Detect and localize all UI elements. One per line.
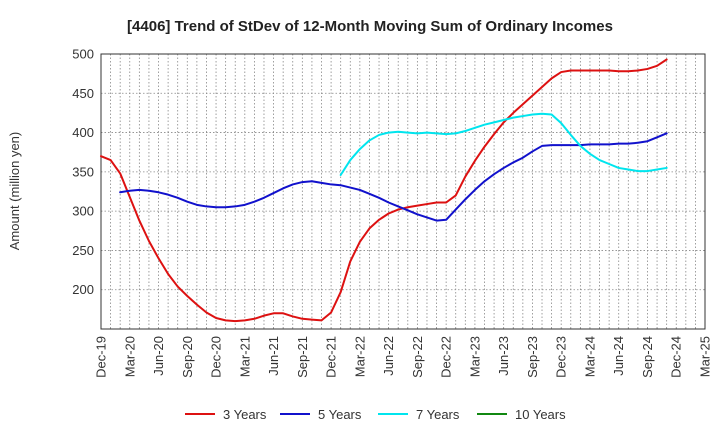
legend-label: 3 Years — [223, 407, 267, 422]
x-tick-label: Dec-19 — [94, 336, 109, 378]
x-tick-label: Jun-24 — [611, 336, 626, 376]
series-layer — [100, 58, 668, 323]
x-tick-label: Sep-20 — [180, 336, 195, 378]
x-tick-label: Jun-20 — [151, 336, 166, 376]
y-tick-layer: 200 250 300 350 400 450 500 — [72, 47, 94, 298]
x-tick-label: Sep-21 — [295, 336, 310, 378]
x-tick-label: Dec-21 — [324, 336, 339, 378]
legend: 3 Years 5 Years 7 Years 10 Years — [185, 407, 566, 422]
y-tick-label: 300 — [72, 204, 94, 219]
x-tick-label: Jun-22 — [381, 336, 396, 376]
x-tick-layer: Dec-19 Mar-20 Jun-20 Sep-20 Dec-20 Mar-21 Jun-… — [94, 336, 713, 378]
x-tick-label: Sep-24 — [640, 336, 655, 378]
y-tick-label: 350 — [72, 164, 94, 179]
series-line-7-years — [339, 112, 668, 176]
y-tick-label: 250 — [72, 243, 94, 258]
x-tick-label: Dec-23 — [554, 336, 569, 378]
y-tick-label: 400 — [72, 125, 94, 140]
x-tick-label: Sep-22 — [410, 336, 425, 378]
x-tick-label: Mar-24 — [582, 336, 597, 377]
x-tick-label: Dec-24 — [669, 336, 684, 378]
x-tick-label: Jun-21 — [266, 336, 281, 376]
x-tick-label: Dec-22 — [439, 336, 454, 378]
x-tick-label: Mar-20 — [122, 336, 137, 377]
x-tick-label: Mar-23 — [467, 336, 482, 377]
x-tick-label: Mar-22 — [352, 336, 367, 377]
chart-title: [4406] Trend of StDev of 12-Month Moving… — [127, 18, 613, 35]
x-tick-label: Dec-20 — [209, 336, 224, 378]
x-tick-label: Mar-25 — [698, 336, 713, 377]
legend-label: 7 Years — [416, 407, 460, 422]
series-line-5-years — [119, 132, 668, 222]
x-tick-label: Mar-21 — [237, 336, 252, 377]
y-axis-label: Amount (million yen) — [7, 132, 22, 251]
plot-frame — [100, 53, 706, 330]
grid-layer — [101, 53, 705, 329]
x-tick-label: Sep-23 — [525, 336, 540, 378]
legend-label: 5 Years — [318, 407, 362, 422]
y-tick-label: 200 — [72, 282, 94, 297]
y-tick-label: 450 — [72, 86, 94, 101]
x-tick-label: Jun-23 — [496, 336, 511, 376]
y-tick-label: 500 — [72, 47, 94, 62]
legend-label: 10 Years — [515, 407, 566, 422]
series-line-3-years — [100, 58, 668, 323]
